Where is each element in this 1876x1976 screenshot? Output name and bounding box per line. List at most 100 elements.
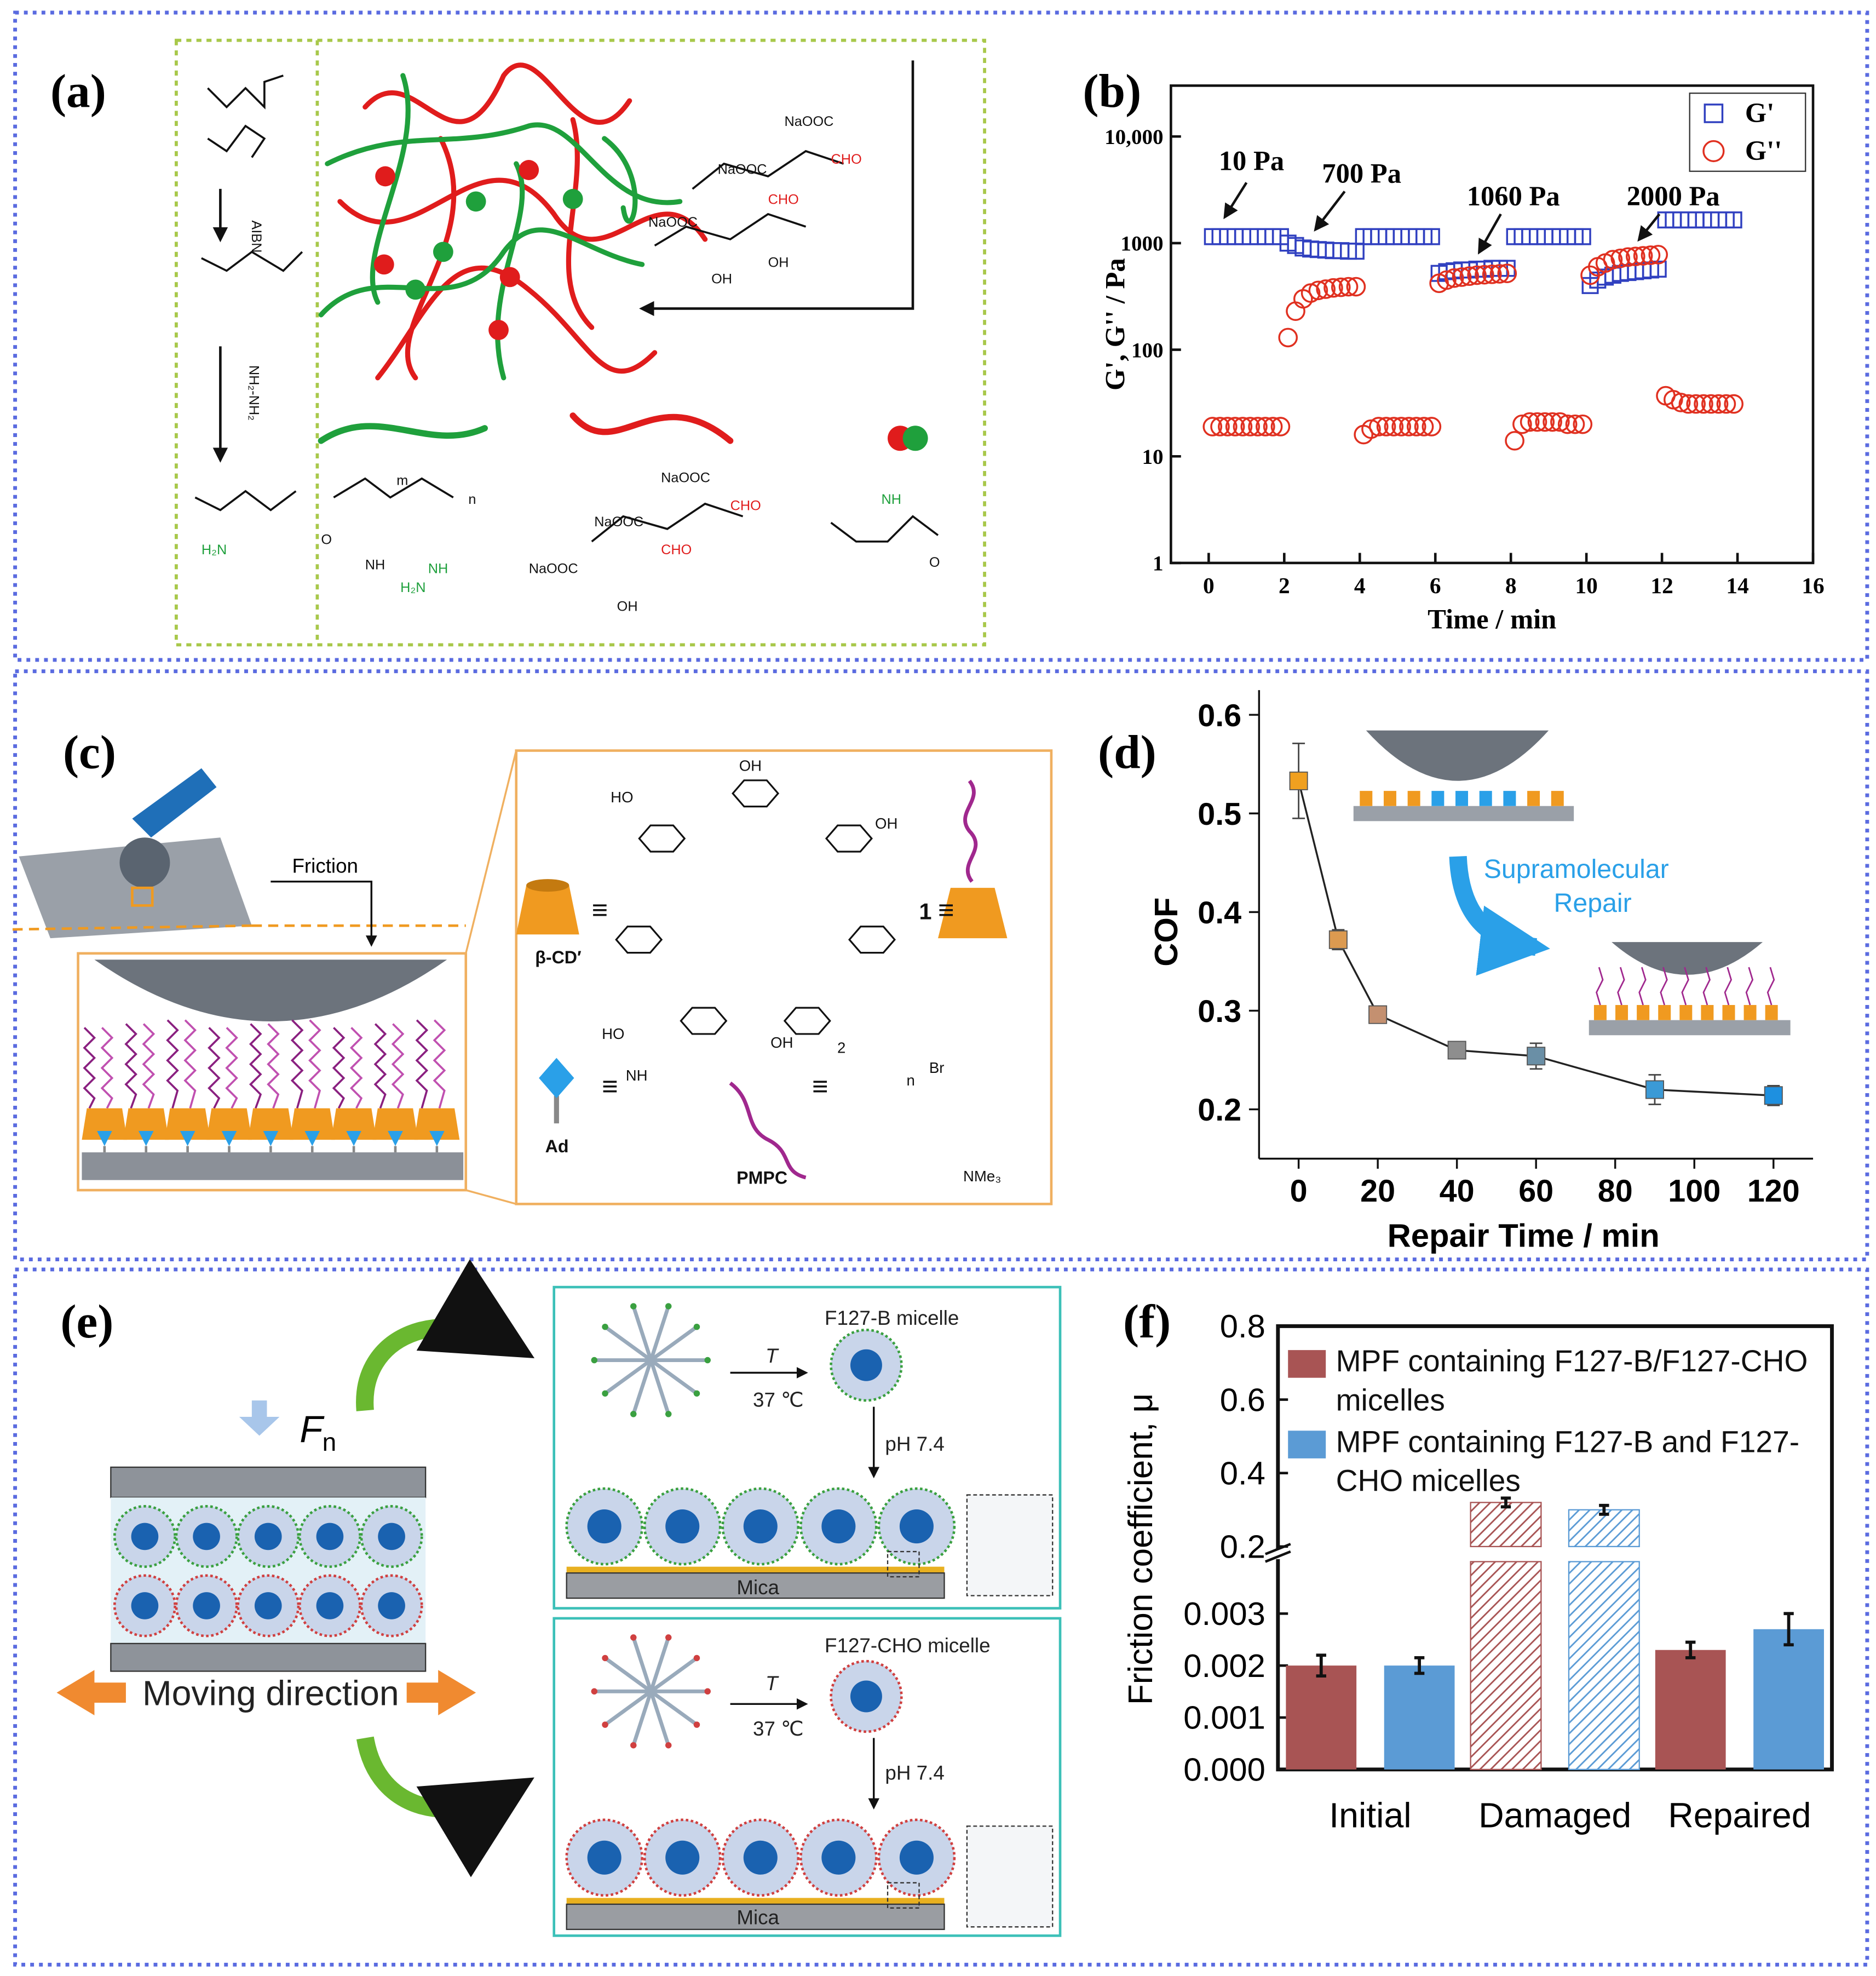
arrow [56, 1670, 126, 1715]
x-tick-label: 20 [1360, 1174, 1395, 1209]
mica [566, 1903, 945, 1931]
inset-zoom [887, 1882, 920, 1909]
crosslinks [373, 160, 928, 451]
cups [82, 1019, 460, 1153]
unimer [631, 1306, 653, 1361]
point [1452, 267, 1472, 287]
micelle-core [316, 1523, 344, 1550]
label: OH [770, 1034, 793, 1051]
micelle-core [899, 1509, 934, 1544]
point [1574, 228, 1591, 245]
x-tick-label: 6 [1430, 573, 1441, 598]
error-bar [1685, 1640, 1696, 1659]
point [1376, 417, 1396, 436]
end-group [630, 1303, 637, 1309]
y-tick-label: 1000 [1120, 232, 1163, 256]
y-tick-label: 0.2 [1220, 1529, 1265, 1565]
cd-icon [516, 885, 579, 935]
y-tick-label: 0.6 [1220, 1381, 1265, 1418]
unimer [649, 1690, 698, 1726]
zoom-box [131, 886, 154, 907]
micelle-core [193, 1523, 220, 1550]
point [1764, 1086, 1783, 1105]
inset-cup [1455, 791, 1469, 806]
panel-label: (f) [1123, 1295, 1171, 1348]
cd-cup [206, 1108, 252, 1140]
repair-arrow [1449, 855, 1550, 976]
point [1225, 417, 1245, 436]
legend-label: MPF containing F127-B and F127-CHO micel… [1336, 1426, 1800, 1499]
point [1505, 430, 1524, 451]
glucose-ring [848, 926, 896, 954]
point [1346, 277, 1366, 297]
cd-cup [123, 1108, 169, 1140]
substrate [82, 1152, 464, 1180]
inset-brush [1745, 967, 1754, 1006]
chem-label: NaOOC [594, 514, 643, 530]
y-tick-label: 0.000 [1183, 1751, 1265, 1788]
point [1678, 394, 1699, 414]
chem-label: CHO [661, 542, 692, 558]
y-tick-label: 1 [1153, 552, 1164, 576]
x-tick-label: Initial [1329, 1796, 1411, 1835]
end-group [630, 1634, 637, 1641]
annotation: 1060 Pa [1467, 181, 1560, 211]
chem-label: n [468, 492, 476, 507]
label: ≡ [602, 1071, 618, 1102]
panel-a-diagram: AIBN NH₂-NH₂ NaOOC NaOOC NaOOC CHO CHO O… [175, 38, 986, 647]
zoom-line [12, 924, 466, 931]
glucose-ring [825, 824, 873, 853]
ad-anchor [429, 1130, 445, 1146]
point [1316, 279, 1336, 299]
y-tick-label: 0.002 [1183, 1647, 1265, 1684]
unimer [649, 1325, 698, 1362]
micelle-core [193, 1592, 220, 1619]
micelle-core [131, 1592, 159, 1619]
label: pH 7.4 [885, 1761, 944, 1784]
label: HO [611, 789, 633, 806]
cd-cup [289, 1108, 335, 1140]
probe [119, 837, 170, 888]
label: Friction [292, 855, 358, 877]
x-tick-label: 80 [1598, 1174, 1633, 1209]
unimer [649, 1656, 698, 1693]
micelle-assembly [565, 1303, 1054, 1931]
unimer [604, 1690, 652, 1726]
point [1248, 417, 1268, 436]
chem-label: NH [365, 557, 385, 572]
point [1701, 394, 1721, 414]
panel-label: (c) [63, 726, 116, 779]
x-tick-label: 0 [1203, 573, 1215, 598]
micelle-core [378, 1523, 405, 1550]
point [1550, 412, 1570, 432]
end-group [693, 1655, 700, 1662]
chem-label: CHO [768, 192, 799, 208]
point [1233, 417, 1253, 436]
legend-swatch [1288, 1431, 1326, 1458]
chem-frame [515, 749, 1053, 1205]
pmpc-icon [729, 1081, 807, 1180]
x-tick-label: 60 [1518, 1174, 1553, 1209]
inset-cup [1479, 791, 1492, 806]
point [1384, 417, 1404, 436]
arrow [639, 60, 914, 317]
point [1202, 417, 1223, 436]
point [1475, 265, 1494, 285]
inset [966, 1494, 1054, 1596]
label: Moving direction [142, 1674, 399, 1713]
point [1686, 394, 1706, 414]
inset-substrate [1353, 806, 1574, 822]
y-axis-label: COF [1148, 898, 1184, 967]
x-tick-label: 120 [1747, 1174, 1800, 1209]
label: PMPC [736, 1168, 787, 1188]
point [1263, 417, 1283, 436]
micelle-core [850, 1680, 882, 1713]
error-bar [1599, 1503, 1609, 1516]
lens [94, 960, 447, 1021]
y-tick-label: 0.2 [1198, 1093, 1241, 1128]
chem-label: NaOOC [718, 162, 767, 177]
point [1645, 1080, 1664, 1099]
inset-cup [1431, 791, 1445, 806]
micelle-core [821, 1509, 856, 1544]
